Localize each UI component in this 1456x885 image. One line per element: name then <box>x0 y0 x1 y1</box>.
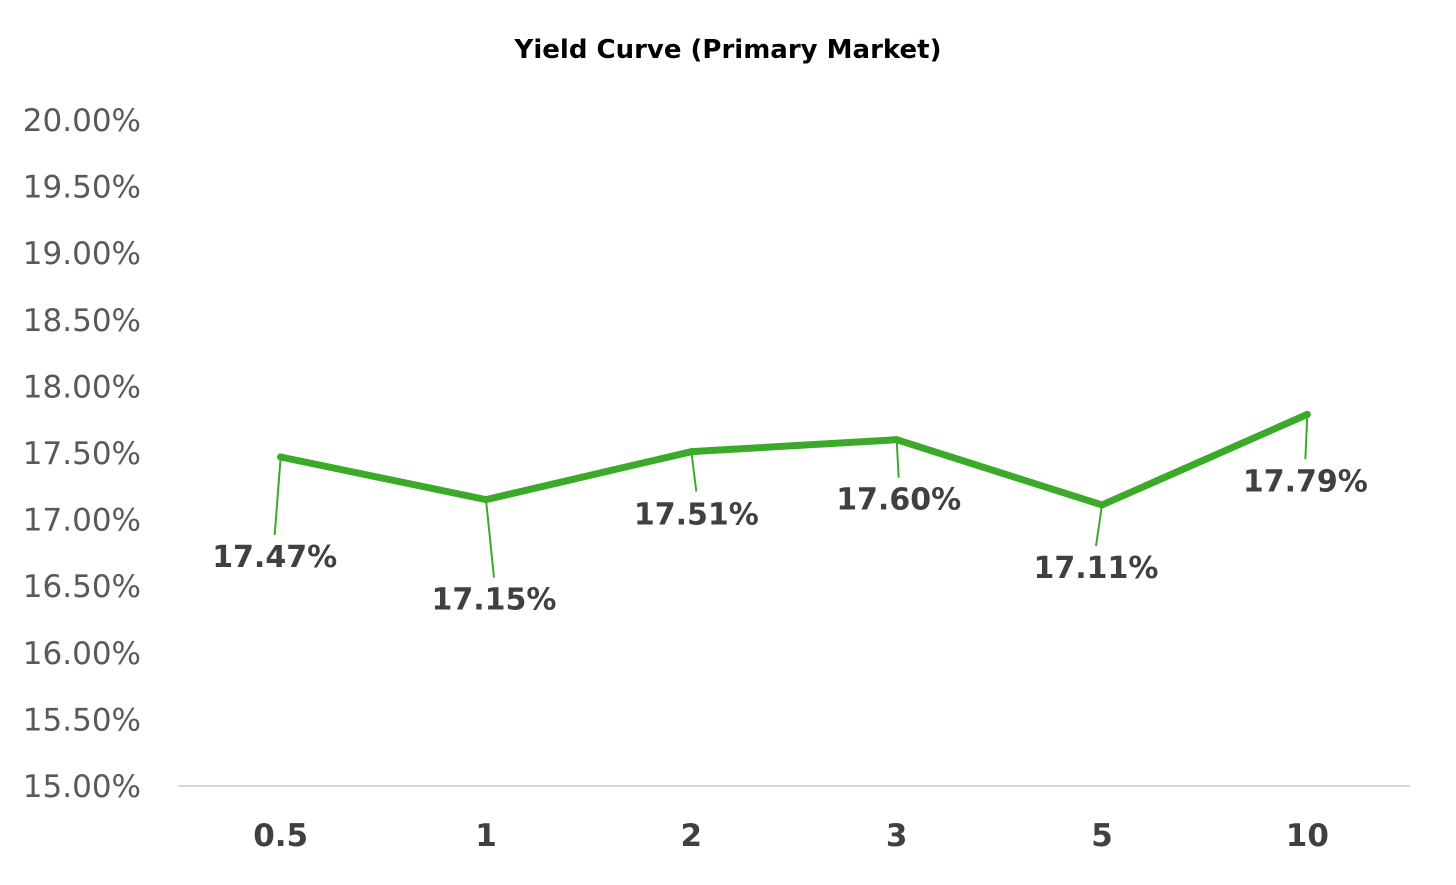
data-label: 17.60% <box>836 483 961 518</box>
y-tick-label: 18.50% <box>23 303 141 339</box>
leader-line <box>485 499 495 578</box>
y-tick-label: 17.50% <box>23 436 141 472</box>
data-label: 17.79% <box>1243 464 1368 499</box>
x-tick-label: 0.5 <box>253 818 308 854</box>
data-label-leaders <box>273 414 1309 578</box>
leader-line <box>690 451 698 492</box>
data-labels: 17.47% 17.15% 17.51% 17.60% 17.11% 17.79% <box>212 464 1368 617</box>
y-axis: 15.00% 15.50% 16.00% 16.50% 17.00% 17.50% 18.0… <box>23 103 141 805</box>
y-tick-label: 20.00% <box>23 103 141 139</box>
x-tick-label: 10 <box>1286 818 1329 854</box>
series-line <box>277 410 1311 509</box>
series <box>277 410 1311 509</box>
leader-line <box>895 439 900 478</box>
y-tick-label: 19.00% <box>23 236 141 272</box>
chart-title: Yield Curve (Primary Market) <box>514 35 942 65</box>
x-axis: 0.5 1 2 3 5 10 <box>253 818 1329 854</box>
data-label: 17.11% <box>1034 551 1159 586</box>
y-tick-label: 16.50% <box>23 569 141 605</box>
x-tick-label: 5 <box>1091 818 1113 854</box>
data-point <box>482 496 490 504</box>
y-tick-label: 17.00% <box>23 503 141 539</box>
leader-line <box>1095 504 1103 547</box>
data-point <box>893 436 901 444</box>
data-point <box>277 453 285 461</box>
y-tick-label: 15.50% <box>23 702 141 738</box>
data-label: 17.47% <box>212 540 337 575</box>
y-tick-label: 19.50% <box>23 170 141 206</box>
leader-line <box>273 456 282 536</box>
x-tick-label: 1 <box>475 818 497 854</box>
leader-line <box>1304 414 1309 460</box>
y-tick-label: 18.00% <box>23 369 141 405</box>
x-tick-label: 3 <box>886 818 908 854</box>
y-tick-label: 16.00% <box>23 636 141 672</box>
data-point <box>1303 410 1311 418</box>
y-tick-label: 15.00% <box>23 769 141 805</box>
data-label: 17.51% <box>634 498 759 533</box>
data-label: 17.15% <box>432 583 557 618</box>
data-point <box>687 448 695 456</box>
data-point <box>1098 501 1106 509</box>
x-tick-label: 2 <box>681 818 703 854</box>
